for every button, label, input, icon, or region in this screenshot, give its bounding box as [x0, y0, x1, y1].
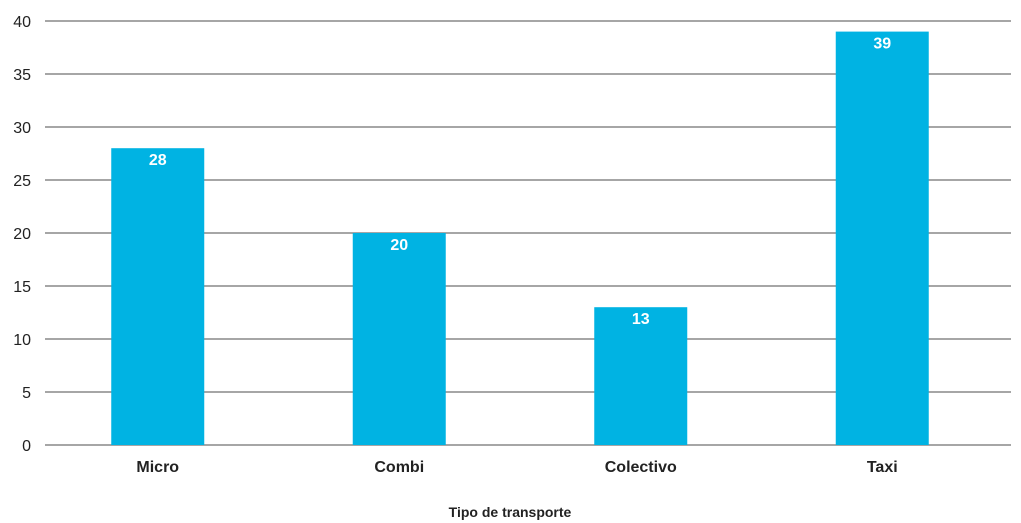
bar-value-label: 28 — [149, 152, 167, 169]
y-tick-label: 35 — [13, 67, 31, 84]
bar-colectivo — [594, 307, 688, 445]
y-tick-label: 20 — [13, 226, 31, 243]
bar-taxi — [835, 31, 929, 445]
bar-value-label: 20 — [390, 237, 408, 254]
bar-value-label: 39 — [873, 36, 891, 53]
gridlines — [45, 20, 1011, 446]
bars — [111, 31, 929, 445]
bar-data-labels: 28 20 13 39 — [149, 36, 891, 329]
bar-value-label: 13 — [632, 311, 650, 328]
bar-combi — [352, 233, 446, 445]
x-axis-title: Tipo de transporte — [449, 504, 572, 520]
y-tick-label: 0 — [22, 438, 31, 455]
y-axis-ticks: 0 5 10 15 20 25 30 35 40 — [13, 14, 31, 455]
y-tick-label: 10 — [13, 332, 31, 349]
y-tick-label: 25 — [13, 173, 31, 190]
y-tick-label: 30 — [13, 120, 31, 137]
x-tick-label: Taxi — [867, 459, 898, 476]
bar-micro — [111, 148, 205, 445]
x-axis-ticks: Micro Combi Colectivo Taxi — [136, 459, 897, 476]
y-tick-label: 15 — [13, 279, 31, 296]
x-tick-label: Micro — [136, 459, 179, 476]
x-tick-label: Colectivo — [605, 459, 677, 476]
x-tick-label: Combi — [374, 459, 424, 476]
y-tick-label: 5 — [22, 385, 31, 402]
y-tick-label: 40 — [13, 14, 31, 31]
